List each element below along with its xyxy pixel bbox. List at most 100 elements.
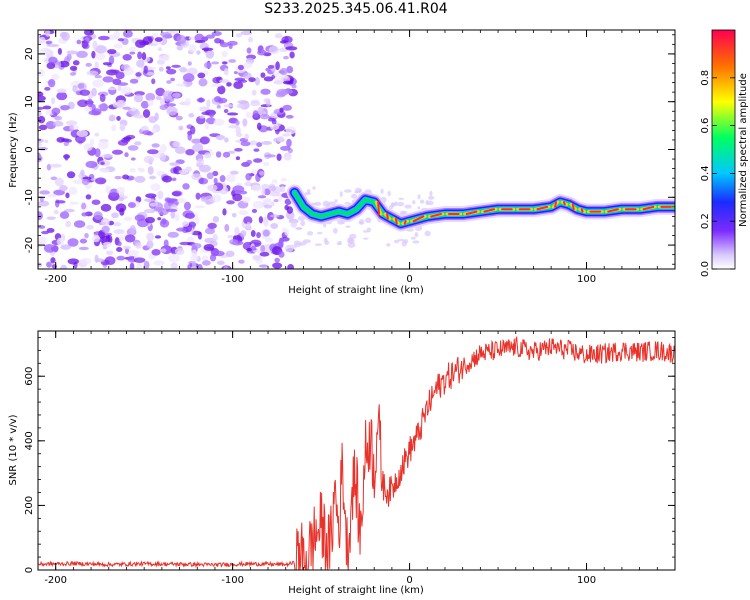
colorbar-ticks: 0.0 0.2 0.4 0.6 0.8 — [700, 70, 735, 277]
ridge-core — [607, 208, 619, 213]
noise-blob — [42, 105, 52, 110]
noise-blob — [221, 61, 228, 65]
noise-blob — [136, 263, 142, 269]
noise-blob — [273, 80, 284, 85]
noise-blob — [188, 44, 197, 53]
noise-blob — [56, 91, 68, 101]
noise-blob — [116, 186, 125, 194]
noise-blob — [91, 199, 101, 205]
x-tick-label: -200 — [44, 575, 67, 586]
noise-blob — [275, 61, 280, 71]
noise-blob — [133, 94, 144, 103]
noise-blob — [213, 177, 218, 184]
noise-blob — [274, 257, 280, 263]
noise-blob — [243, 72, 252, 80]
noise-blob — [260, 244, 266, 253]
noise-blob — [216, 104, 221, 109]
noise-blob — [264, 237, 274, 243]
noise-blob — [282, 80, 294, 85]
noise-blob — [157, 190, 164, 200]
noise-blob — [192, 143, 204, 153]
noise-blob — [100, 218, 110, 226]
noise-blob — [157, 47, 163, 52]
noise-blob — [56, 237, 65, 246]
noise-blob — [212, 194, 222, 203]
noise-blob — [86, 224, 94, 230]
noise-blob — [72, 60, 80, 66]
ridge-halo-blob — [386, 243, 391, 247]
noise-blob — [149, 202, 158, 207]
noise-blob — [248, 77, 256, 83]
noise-blob — [133, 257, 146, 263]
noise-blob — [59, 185, 68, 192]
noise-blob — [151, 32, 159, 38]
noise-blob — [39, 47, 51, 56]
noise-blob — [81, 202, 87, 210]
noise-blob — [88, 110, 101, 116]
noise-blob — [52, 120, 64, 127]
ridge-core — [642, 205, 655, 211]
noise-blob — [38, 115, 46, 124]
noise-blob — [155, 87, 165, 97]
y-tick-label: 600 — [24, 367, 35, 386]
noise-blob — [287, 264, 295, 269]
noise-blob — [168, 253, 180, 263]
noise-blob — [146, 232, 155, 242]
x-tick-label: 0 — [406, 274, 412, 285]
y-tick-label: 10 — [24, 95, 35, 108]
noise-blob — [224, 223, 230, 232]
ridge-halo-blob — [429, 190, 433, 196]
noise-blob — [165, 66, 171, 70]
noise-blob — [172, 141, 181, 148]
noise-blob — [122, 30, 133, 38]
x-tick-label: 0 — [406, 575, 412, 586]
noise-blob — [251, 184, 262, 192]
noise-blob — [104, 232, 113, 236]
y-tick-label: 0 — [24, 146, 35, 152]
noise-blob — [223, 104, 234, 108]
ridge-halo-blob — [414, 231, 419, 238]
noise-blob — [286, 138, 292, 148]
noise-blob — [160, 143, 167, 153]
noise-blob — [238, 79, 248, 83]
noise-blob — [215, 134, 226, 140]
noise-blob — [191, 138, 202, 144]
noise-blob — [201, 255, 209, 262]
noise-blob — [100, 203, 112, 212]
noise-blob — [178, 169, 189, 175]
noise-blob — [81, 40, 89, 49]
noise-blob — [262, 229, 270, 237]
noise-blob — [174, 213, 180, 222]
noise-blob — [194, 40, 206, 44]
noise-blob — [232, 185, 245, 193]
noise-blob — [134, 114, 145, 119]
noise-blob — [236, 132, 243, 138]
x-tick-label: -200 — [44, 274, 67, 285]
noise-blob — [279, 67, 288, 76]
noise-blob — [123, 136, 132, 141]
noise-blob — [223, 109, 229, 114]
noise-blob — [56, 88, 67, 94]
noise-blob — [47, 193, 57, 198]
noise-blob — [256, 122, 262, 131]
noise-blob — [182, 73, 195, 83]
noise-blob — [162, 90, 174, 100]
ridge-halo-blob — [358, 219, 365, 225]
noise-blob — [278, 239, 284, 248]
noise-blob — [171, 64, 181, 68]
colorbar-tick-label: 0.2 — [700, 213, 711, 229]
ridge-core — [562, 201, 566, 206]
noise-blob — [171, 177, 177, 182]
noise-blob — [107, 49, 117, 55]
noise-blob — [176, 35, 187, 45]
noise-blob — [69, 201, 79, 205]
noise-blob — [60, 104, 70, 111]
ridge-core — [580, 208, 584, 213]
noise-blob — [273, 72, 280, 77]
noise-blob — [207, 222, 217, 229]
noise-blob — [217, 97, 228, 104]
ridge-halo-blob — [417, 206, 421, 210]
noise-blob — [213, 250, 225, 257]
noise-blob — [211, 31, 222, 37]
x-tick-label: -100 — [221, 575, 244, 586]
